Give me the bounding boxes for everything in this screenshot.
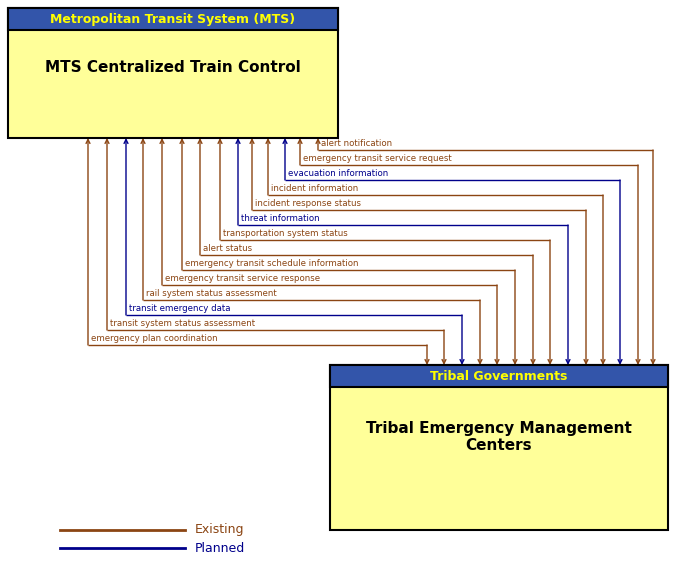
Bar: [330, 365, 668, 387]
Bar: [8, 8, 338, 138]
Text: emergency transit service response: emergency transit service response: [165, 274, 320, 283]
Text: Planned: Planned: [195, 542, 245, 555]
Text: transportation system status: transportation system status: [223, 229, 348, 238]
Bar: [8, 8, 338, 30]
Text: incident information: incident information: [271, 184, 358, 193]
Text: emergency transit schedule information: emergency transit schedule information: [185, 259, 358, 268]
Text: emergency plan coordination: emergency plan coordination: [91, 334, 218, 343]
Bar: [330, 365, 668, 530]
Text: threat information: threat information: [241, 214, 319, 223]
Text: Tribal Emergency Management
Centers: Tribal Emergency Management Centers: [366, 421, 632, 453]
Text: alert notification: alert notification: [321, 139, 392, 148]
Text: transit emergency data: transit emergency data: [129, 304, 230, 313]
Text: emergency transit service request: emergency transit service request: [303, 154, 452, 163]
Text: incident response status: incident response status: [255, 199, 361, 208]
Text: rail system status assessment: rail system status assessment: [146, 289, 276, 298]
Text: Tribal Governments: Tribal Governments: [430, 370, 568, 383]
Text: transit system status assessment: transit system status assessment: [110, 319, 255, 328]
Text: alert status: alert status: [203, 244, 252, 253]
Text: Metropolitan Transit System (MTS): Metropolitan Transit System (MTS): [50, 12, 296, 26]
Text: MTS Centralized Train Control: MTS Centralized Train Control: [45, 60, 301, 75]
Text: Existing: Existing: [195, 524, 244, 536]
Text: evacuation information: evacuation information: [288, 169, 388, 178]
